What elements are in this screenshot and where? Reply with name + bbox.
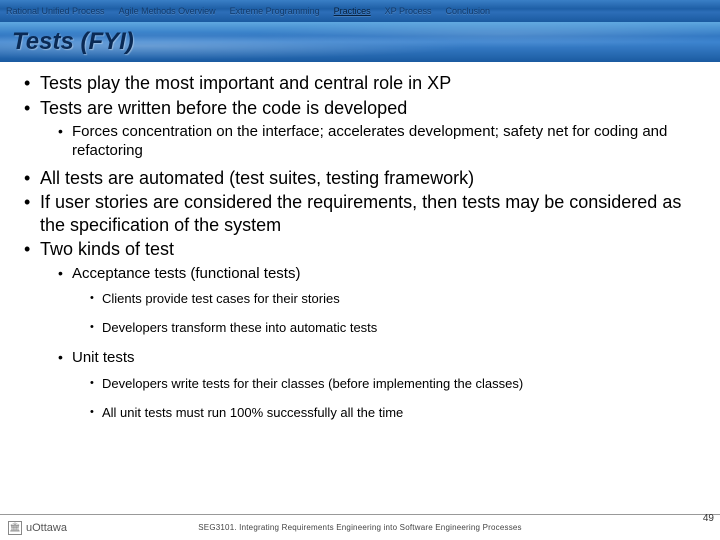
- bullet-l3: Developers write tests for their classes…: [90, 376, 700, 393]
- nav-item-active[interactable]: Practices: [334, 6, 371, 16]
- nav-item[interactable]: Extreme Programming: [230, 6, 320, 16]
- bullet-l1: If user stories are considered the requi…: [24, 191, 700, 236]
- slide-title: Tests (FYI): [12, 28, 134, 56]
- building-icon: 🏛: [8, 521, 22, 535]
- nav-item[interactable]: Agile Methods Overview: [119, 6, 216, 16]
- nav-item[interactable]: Conclusion: [446, 6, 491, 16]
- bullet-l3: Clients provide test cases for their sto…: [90, 291, 700, 308]
- title-bar: Tests (FYI): [0, 22, 720, 62]
- footer: 🏛 uOttawa SEG3101. Integrating Requireme…: [0, 514, 720, 540]
- slide-content: Tests play the most important and centra…: [0, 62, 720, 514]
- breadcrumb-nav: Rational Unified Process Agile Methods O…: [0, 0, 720, 22]
- bullet-l3: Developers transform these into automati…: [90, 320, 700, 337]
- nav-item[interactable]: Rational Unified Process: [6, 6, 105, 16]
- bullet-l3: All unit tests must run 100% successfull…: [90, 405, 700, 422]
- bullet-text: Two kinds of test: [40, 239, 174, 259]
- page-number: 49: [703, 513, 714, 524]
- nav-item[interactable]: XP Process: [385, 6, 432, 16]
- university-logo: 🏛 uOttawa: [8, 521, 67, 535]
- bullet-l1: Tests play the most important and centra…: [24, 72, 700, 95]
- bullet-text: Unit tests: [72, 349, 135, 366]
- bullet-text: Tests are written before the code is dev…: [40, 98, 407, 118]
- bullet-l2: Acceptance tests (functional tests) Clie…: [58, 265, 700, 338]
- bullet-l1: Tests are written before the code is dev…: [24, 97, 700, 161]
- footer-course: SEG3101. Integrating Requirements Engine…: [198, 523, 522, 532]
- slide: Rational Unified Process Agile Methods O…: [0, 0, 720, 540]
- bullet-l2: Unit tests Developers write tests for th…: [58, 349, 700, 422]
- bullet-l1: Two kinds of test Acceptance tests (func…: [24, 238, 700, 422]
- bullet-l2: Forces concentration on the interface; a…: [58, 123, 700, 161]
- logo-text: uOttawa: [26, 522, 67, 534]
- bullet-text: Acceptance tests (functional tests): [72, 265, 300, 282]
- bullet-l1: All tests are automated (test suites, te…: [24, 167, 700, 190]
